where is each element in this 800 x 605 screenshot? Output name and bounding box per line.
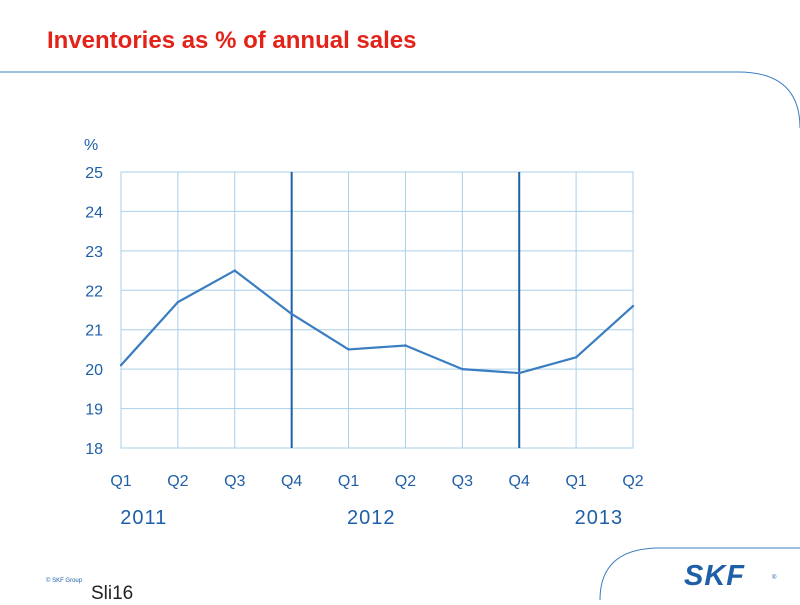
data-point	[347, 348, 350, 351]
y-tick-label: 21	[85, 323, 103, 340]
skf-logo: SKF	[684, 560, 745, 592]
y-tick-label: 25	[85, 165, 103, 182]
x-tick-label: Q2	[622, 473, 643, 490]
x-tick-label: Q3	[452, 473, 473, 490]
data-point	[631, 304, 635, 308]
registered-mark: ®	[772, 575, 777, 581]
x-tick-label: Q2	[395, 473, 416, 490]
x-tick-label: Q4	[509, 473, 530, 490]
y-tick-label: 19	[85, 402, 103, 419]
y-tick-label: 23	[85, 244, 103, 261]
top-divider-curve	[0, 71, 800, 129]
y-axis-label: %	[84, 137, 98, 154]
data-point	[119, 364, 123, 367]
x-tick-label: Q2	[167, 473, 188, 490]
slide-title: Inventories as % of annual sales	[47, 27, 417, 54]
bottom-corner-curve	[599, 547, 800, 600]
x-tick-label: Q4	[281, 473, 302, 490]
x-tick-label: Q3	[224, 473, 245, 490]
copyright-notice: © SKF Group	[46, 578, 83, 584]
x-tick-label: Q1	[110, 473, 131, 490]
data-point	[574, 356, 578, 359]
data-point	[518, 371, 521, 375]
y-tick-label: 22	[85, 283, 103, 300]
y-tick-label: 24	[85, 204, 103, 221]
x-tick-label: Q1	[565, 473, 586, 490]
year-label: 2013	[575, 507, 624, 529]
year-label: 2012	[347, 507, 396, 529]
series-line	[120, 269, 634, 375]
y-tick-label: 18	[85, 441, 103, 458]
x-tick-label: Q1	[338, 473, 359, 490]
data-point	[290, 312, 293, 316]
data-point	[233, 269, 236, 272]
slide-number: Sli16	[91, 583, 134, 604]
data-point	[461, 367, 464, 371]
y-tick-label: 20	[85, 362, 103, 379]
data-point	[404, 344, 407, 347]
year-label: 2011	[120, 507, 167, 529]
data-point	[176, 300, 180, 304]
plot-frame	[120, 171, 634, 449]
